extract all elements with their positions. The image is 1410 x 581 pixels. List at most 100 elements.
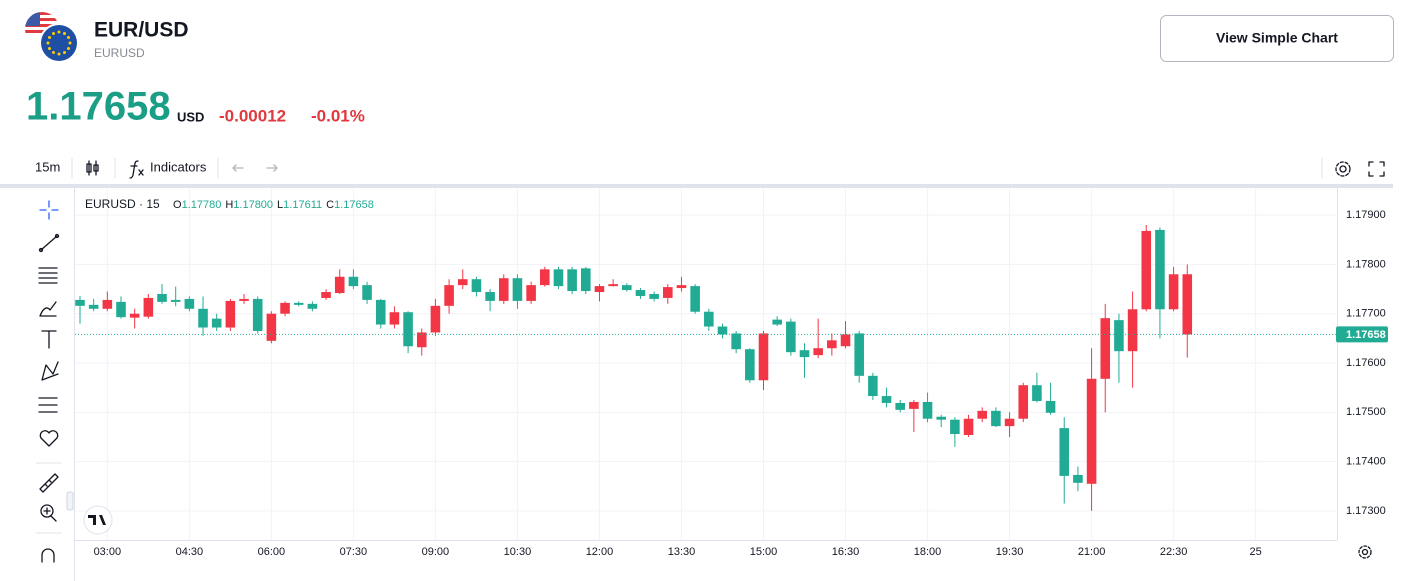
ticker: EURUSD (94, 46, 145, 60)
candle-body (362, 285, 372, 300)
settings-button[interactable] (1335, 161, 1351, 177)
y-tick-label: 1.17500 (1346, 406, 1386, 418)
candle-body (143, 297, 154, 317)
collapse-handle[interactable] (66, 491, 74, 511)
ohlc-legend: O1.17780 H1.17800 L1.17611 C1.17658 (173, 199, 374, 211)
candle-body (157, 293, 167, 302)
candle-body (266, 313, 277, 341)
x-tick-label: 06:00 (258, 546, 286, 558)
candle-body (239, 298, 249, 301)
x-tick-label: 25 (1249, 546, 1261, 558)
fullscreen-button[interactable] (1368, 161, 1385, 177)
candle-body (389, 312, 400, 325)
x-tick-label: 10:30 (504, 546, 532, 558)
candle-body (403, 312, 413, 347)
y-tick-label: 1.17900 (1346, 209, 1386, 221)
indicators-button[interactable]: Indicators (150, 159, 207, 174)
y-tick-label: 1.17400 (1346, 456, 1386, 468)
candle-body (225, 300, 236, 328)
candle-body (1045, 400, 1056, 413)
candle-body (512, 278, 523, 301)
candle-body (1100, 318, 1111, 379)
candle-body (772, 319, 782, 325)
candle-body (758, 333, 769, 381)
candle-body (991, 410, 1001, 427)
candle-body (977, 410, 988, 419)
candle-body (430, 305, 441, 333)
candle-body (280, 302, 290, 314)
candle-body (75, 299, 85, 306)
candle-body (539, 269, 550, 286)
change: -0.00012 (219, 106, 286, 125)
button-frame[interactable] (1160, 15, 1394, 62)
candle-body (170, 299, 181, 302)
chart-style-button[interactable] (86, 160, 99, 176)
x-tick-label: 22:30 (1160, 546, 1188, 558)
candle-body (416, 332, 427, 348)
candle-body (895, 402, 905, 410)
candle-body (704, 311, 714, 327)
candle-body (471, 279, 482, 293)
button-label[interactable]: View Simple Chart (1216, 30, 1338, 46)
symbol-icon (25, 12, 79, 63)
candle-body (745, 349, 755, 381)
candle-body (211, 318, 222, 328)
candle-body (1059, 428, 1070, 476)
plot: 1.17300 1.17400 1.17500 1.17600 1.17700 1.178… (75, 188, 1388, 558)
axis-settings-button[interactable] (1358, 545, 1372, 559)
candle-body (635, 290, 646, 296)
legend-title: EURUSD · 15 (85, 197, 160, 211)
candle-body (690, 286, 700, 312)
candle-body (608, 284, 618, 287)
candle-body (553, 269, 564, 287)
price: 1.17658 (26, 85, 171, 129)
undo-redo[interactable] (232, 164, 278, 172)
candle-body (184, 298, 195, 309)
candle-body (102, 299, 113, 309)
tv-logo (83, 505, 113, 535)
legend-value: 1.17611 (283, 199, 322, 211)
candle-body (936, 416, 946, 420)
candle-body (963, 418, 974, 435)
y-tick-label: 1.17300 (1346, 505, 1386, 517)
candle-body (1018, 385, 1029, 419)
legend-value: 1.17658 (334, 199, 374, 211)
view-simple-chart-button[interactable]: View Simple Chart (1160, 15, 1394, 62)
interval-button[interactable]: 15m (35, 159, 60, 174)
y-tick-label: 1.17700 (1346, 308, 1386, 320)
toolbar-border (0, 184, 1393, 188)
candle-body (922, 401, 933, 419)
legend-label: L (277, 199, 283, 211)
candle-body (526, 285, 536, 301)
x-tick-label: 16:30 (832, 546, 860, 558)
y-tick-label: 1.17800 (1346, 258, 1386, 270)
candle-body (1114, 320, 1124, 352)
candle-body (252, 298, 263, 331)
drawing-tools[interactable] (38, 200, 60, 563)
y-tick-label: 1.17600 (1346, 357, 1386, 369)
candle-body (129, 313, 140, 318)
candle-body (498, 278, 509, 301)
candle-body (840, 334, 851, 347)
legend-value: 1.17780 (182, 199, 222, 211)
x-tick-label: 07:30 (340, 546, 368, 558)
candle-body (676, 285, 687, 289)
x-tick-label: 21:00 (1078, 546, 1106, 558)
legend-value: 1.17800 (233, 199, 273, 211)
candle-body (786, 321, 796, 353)
indicators-icon[interactable] (129, 160, 144, 179)
change-percent: -0.01% (311, 106, 365, 125)
candle-body (581, 268, 591, 292)
candle-body (198, 308, 208, 328)
candle-body (116, 301, 126, 318)
x-tick-label: 09:00 (422, 546, 450, 558)
x-tick-label: 13:30 (668, 546, 696, 558)
x-tick-label: 18:00 (914, 546, 942, 558)
candle-body (88, 304, 99, 309)
candle-body (567, 269, 577, 292)
candle-body (375, 299, 386, 325)
symbol: EUR/USD (94, 19, 189, 42)
candle-body (1032, 385, 1042, 401)
candle-body (731, 333, 741, 350)
